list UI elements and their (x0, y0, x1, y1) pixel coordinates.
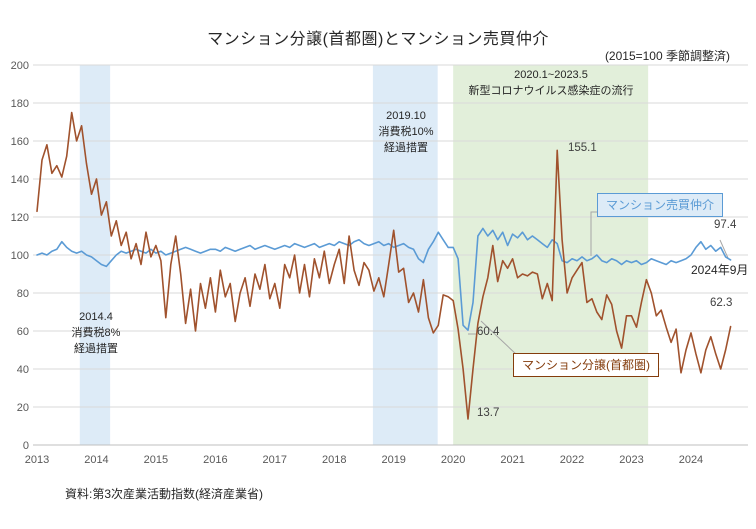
annotation-tax-2014: 2014.4 消費税8% 経過措置 (36, 310, 156, 358)
y-tick-label: 140 (11, 174, 29, 186)
x-tick-label: 2017 (263, 454, 287, 466)
x-tick-label: 2023 (619, 454, 643, 466)
data-label-sales-low: 13.7 (477, 407, 500, 419)
annotation-tax-2014-line1: 2014.4 (79, 311, 113, 323)
annotation-covid: 2020.1~2023.5 新型コロナウイルス感染症の流行 (446, 68, 656, 100)
callout-line (719, 239, 729, 259)
series-line-0 (36, 227, 732, 332)
annotation-tax-2019-line2: 消費税10% (378, 125, 434, 138)
annotation-covid-line1: 2020.1~2023.5 (514, 69, 588, 81)
data-label-end-date: 2024年9月 (691, 263, 749, 277)
y-tick-label: 0 (23, 440, 29, 452)
y-tick-label: 100 (11, 250, 29, 262)
y-tick-label: 180 (11, 98, 29, 110)
x-tick-label: 2018 (322, 454, 346, 466)
x-tick-label: 2024 (679, 454, 703, 466)
y-tick-label: 20 (17, 402, 29, 414)
chart-subtitle: (2015=100 季節調整済) (604, 49, 730, 63)
data-label-sales-end: 62.3 (710, 297, 733, 309)
annotation-tax-2014-line2: 消費税8% (71, 326, 121, 339)
x-tick-label: 2016 (203, 454, 227, 466)
source-note: 資料:第3次産業活動指数(経済産業省) (65, 487, 264, 501)
y-tick-label: 80 (17, 288, 29, 300)
x-tick-label: 2019 (381, 454, 405, 466)
x-tick-label: 2013 (25, 454, 49, 466)
y-tick-label: 200 (11, 60, 29, 72)
legend-brokerage: マンション売買仲介 (597, 193, 724, 217)
callout-line (480, 320, 519, 357)
x-tick-label: 2014 (84, 454, 108, 466)
annotation-tax-2019-line1: 2019.10 (386, 110, 426, 122)
y-tick-label: 160 (11, 136, 29, 148)
data-label-sales-peak: 155.1 (568, 142, 597, 154)
y-tick-label: 120 (11, 212, 29, 224)
x-tick-label: 2022 (560, 454, 584, 466)
callout-line (590, 211, 597, 256)
chart-title: マンション分譲(首都圏)とマンション売買仲介 (207, 31, 549, 48)
legend-sales: マンション分譲(首都圏) (513, 353, 659, 377)
y-tick-label: 60 (17, 326, 29, 338)
annotation-tax-2019: 2019.10 消費税10% 経過措置 (346, 109, 466, 157)
x-tick-label: 2020 (441, 454, 465, 466)
series-line-1 (36, 111, 732, 420)
y-tick-label: 40 (17, 364, 29, 376)
data-label-brokerage-low: 60.4 (477, 326, 500, 338)
x-tick-label: 2015 (144, 454, 168, 466)
annotation-tax-2019-line3: 経過措置 (384, 141, 428, 154)
x-tick-label: 2021 (500, 454, 524, 466)
annotation-covid-line2: 新型コロナウイルス感染症の流行 (468, 84, 634, 97)
annotation-tax-2014-line3: 経過措置 (74, 342, 118, 355)
data-label-brokerage-end: 97.4 (714, 219, 737, 231)
